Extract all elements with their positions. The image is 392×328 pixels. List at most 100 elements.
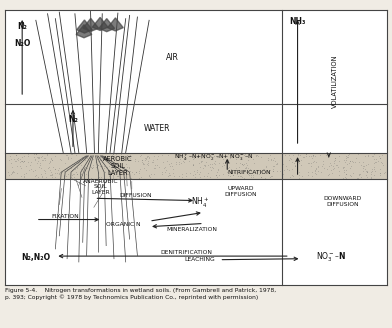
Point	[191, 154, 197, 159]
Point	[25, 154, 31, 159]
Point	[47, 159, 54, 165]
Point	[312, 167, 318, 173]
Point	[176, 174, 182, 179]
Point	[152, 162, 159, 167]
Point	[56, 169, 63, 174]
Point	[199, 158, 205, 163]
Point	[353, 156, 359, 161]
Point	[131, 171, 138, 176]
Point	[127, 157, 134, 163]
Point	[126, 154, 132, 160]
Text: ORGANIC N: ORGANIC N	[107, 222, 141, 227]
Point	[382, 170, 388, 175]
Polygon shape	[92, 17, 108, 31]
Point	[379, 160, 385, 166]
Point	[360, 165, 367, 170]
Point	[305, 169, 311, 174]
Point	[215, 154, 221, 160]
Point	[164, 158, 171, 163]
Point	[154, 154, 161, 159]
Point	[114, 173, 121, 178]
Point	[20, 158, 27, 163]
Point	[203, 160, 210, 165]
Point	[32, 173, 38, 178]
Point	[8, 172, 14, 177]
Point	[90, 164, 96, 170]
Point	[250, 174, 256, 179]
Point	[208, 167, 214, 172]
Point	[343, 157, 349, 163]
Point	[328, 170, 335, 175]
Point	[27, 167, 34, 172]
Point	[347, 173, 353, 178]
Point	[93, 165, 100, 170]
Point	[201, 152, 208, 157]
Point	[245, 172, 251, 177]
Point	[379, 152, 385, 157]
Point	[74, 171, 80, 176]
Point	[201, 173, 207, 178]
Point	[248, 175, 254, 180]
Point	[35, 154, 41, 159]
Point	[214, 170, 220, 175]
Point	[111, 170, 118, 175]
Point	[243, 169, 249, 174]
Point	[280, 161, 286, 166]
Point	[343, 171, 349, 176]
Point	[93, 161, 100, 167]
Point	[201, 162, 208, 167]
Point	[258, 174, 264, 180]
Point	[35, 158, 42, 164]
Point	[110, 160, 116, 165]
Point	[315, 163, 321, 168]
Point	[212, 173, 219, 178]
Point	[194, 167, 200, 172]
Point	[19, 154, 25, 159]
Point	[368, 172, 374, 177]
Point	[44, 151, 50, 156]
Point	[77, 171, 83, 176]
Point	[136, 166, 143, 172]
Point	[230, 172, 236, 177]
Point	[69, 173, 75, 178]
Point	[34, 154, 40, 159]
Point	[207, 164, 213, 170]
Point	[270, 166, 276, 172]
Point	[156, 165, 163, 170]
Point	[298, 163, 304, 168]
Point	[145, 159, 151, 164]
Point	[320, 158, 327, 163]
Point	[197, 174, 203, 180]
Point	[240, 152, 246, 157]
Point	[34, 155, 41, 160]
Point	[159, 169, 165, 174]
Point	[235, 155, 241, 160]
Point	[377, 167, 383, 172]
Point	[352, 159, 359, 165]
Polygon shape	[76, 25, 92, 38]
Point	[371, 151, 377, 156]
Point	[334, 164, 341, 170]
Point	[60, 169, 67, 174]
Point	[201, 153, 207, 158]
Point	[31, 151, 37, 156]
Point	[49, 175, 55, 180]
Point	[343, 153, 350, 158]
Bar	[5, 153, 387, 179]
Point	[128, 154, 134, 159]
Point	[238, 161, 245, 166]
Point	[125, 164, 132, 169]
Point	[328, 167, 334, 172]
Point	[243, 162, 250, 168]
Point	[306, 153, 312, 158]
Point	[341, 169, 347, 174]
Point	[295, 159, 301, 165]
Point	[73, 152, 79, 157]
Point	[223, 157, 229, 163]
Point	[5, 169, 12, 174]
Point	[68, 151, 74, 156]
Point	[76, 160, 83, 165]
Point	[79, 154, 85, 160]
Point	[101, 163, 107, 168]
Point	[146, 173, 152, 178]
